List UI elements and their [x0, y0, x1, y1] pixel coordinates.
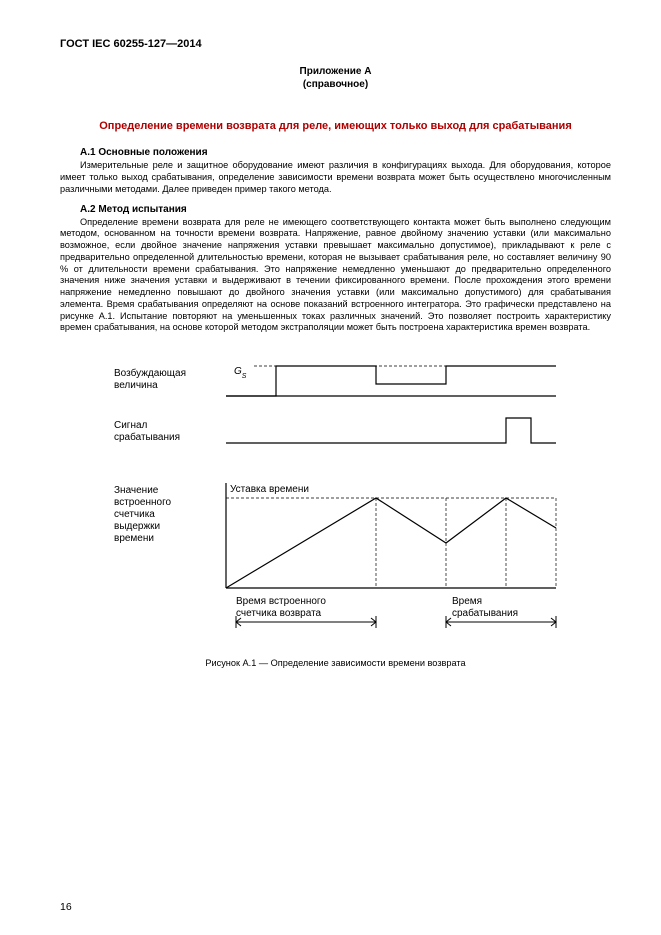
svg-text:встроенного: встроенного: [114, 497, 171, 508]
svg-text:счетчика возврата: счетчика возврата: [236, 608, 322, 619]
document-id: ГОСТ IEC 60255-127—2014: [60, 38, 611, 50]
svg-text:величина: величина: [114, 380, 158, 391]
svg-text:срабатывания: срабатывания: [452, 607, 518, 619]
section-a2-heading: А.2 Метод испытания: [80, 204, 611, 215]
svg-text:срабатывания: срабатывания: [114, 431, 180, 443]
document-title: Определение времени возврата для реле, и…: [60, 119, 611, 133]
page-number: 16: [60, 901, 72, 913]
figure-caption: Рисунок А.1 — Определение зависимости вр…: [60, 658, 611, 668]
svg-text:Возбуждающая: Возбуждающая: [114, 367, 186, 379]
svg-text:времени: времени: [114, 533, 154, 544]
svg-text:Время: Время: [452, 596, 482, 607]
svg-text:Уставка времени: Уставка времени: [230, 484, 309, 495]
appendix-heading: Приложение А (справочное): [60, 66, 611, 91]
appendix-sublabel: (справочное): [60, 79, 611, 92]
figure-a1: ВозбуждающаявеличинаGSСигналсрабатывания…: [60, 348, 611, 648]
svg-text:счетчика: счетчика: [114, 509, 155, 520]
svg-text:Время встроенного: Время встроенного: [236, 596, 326, 607]
svg-text:Сигнал: Сигнал: [114, 420, 148, 431]
page: ГОСТ IEC 60255-127—2014 Приложение А (сп…: [0, 0, 661, 935]
section-a2-paragraph: Определение времени возврата для реле не…: [60, 217, 611, 335]
appendix-label: Приложение А: [60, 66, 611, 79]
figure-svg: ВозбуждающаявеличинаGSСигналсрабатывания…: [106, 348, 566, 648]
section-a1-heading: А.1 Основные положения: [80, 147, 611, 158]
svg-text:Значение: Значение: [114, 485, 159, 496]
svg-text:выдержки: выдержки: [114, 521, 160, 532]
svg-text:GS: GS: [234, 366, 247, 380]
section-a1-paragraph: Измерительные реле и защитное оборудован…: [60, 160, 611, 195]
